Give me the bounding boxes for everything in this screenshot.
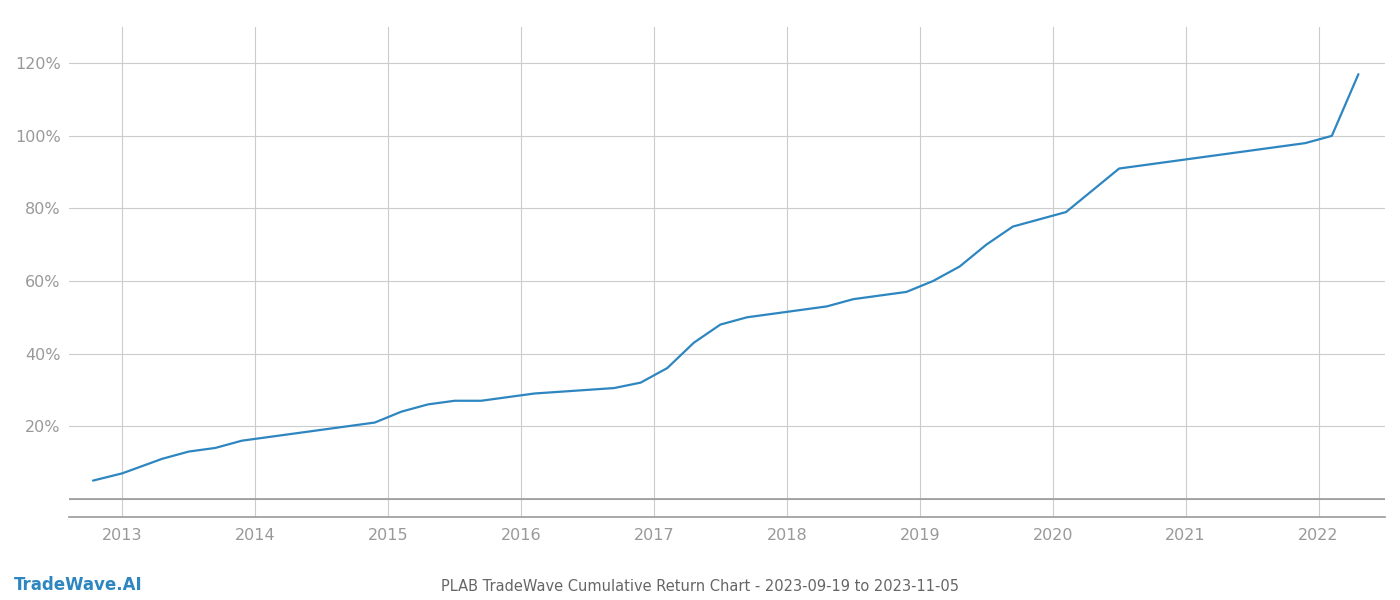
Text: PLAB TradeWave Cumulative Return Chart - 2023-09-19 to 2023-11-05: PLAB TradeWave Cumulative Return Chart -… [441,579,959,594]
Text: TradeWave.AI: TradeWave.AI [14,576,143,594]
